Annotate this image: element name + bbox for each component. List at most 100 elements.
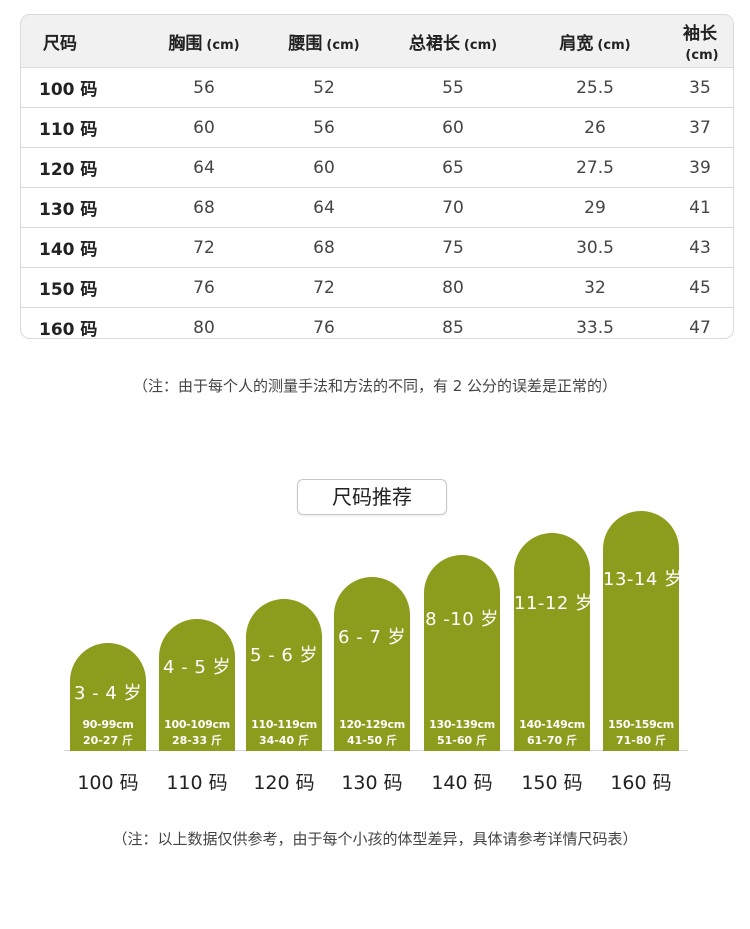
size-bar: 3 - 4 岁 90-99cm 20-27 斤 xyxy=(70,643,146,751)
height-range-label: 120-129cm xyxy=(339,718,405,731)
measurement-cell: 64 xyxy=(265,187,383,228)
age-range-label: 5 - 6 岁 xyxy=(249,645,319,666)
weight-range-label: 61-70 斤 xyxy=(526,734,577,747)
header-unit: (cm) xyxy=(685,47,719,63)
measurement-cell: 52 xyxy=(265,67,383,108)
table-row: 100 码 56 52 55 25.5 35 xyxy=(21,67,733,108)
weight-range-label: 28-33 斤 xyxy=(171,734,222,747)
measurement-cell: 68 xyxy=(265,227,383,268)
measurement-cell: 85 xyxy=(383,307,523,338)
measurement-cell: 60 xyxy=(143,107,265,148)
recommendation-title: 尺码推荐 xyxy=(297,479,447,515)
age-range-label: 11-12 岁 xyxy=(514,593,594,614)
height-range-label: 150-159cm xyxy=(608,718,674,731)
height-range-label: 140-149cm xyxy=(519,718,585,731)
header-unit: (cm) xyxy=(463,37,498,53)
measurement-cell: 25.5 xyxy=(523,67,667,108)
measurement-cell: 55 xyxy=(383,67,523,108)
height-range-label: 110-119cm xyxy=(251,718,317,731)
table-row: 160 码 80 76 85 33.5 47 xyxy=(21,307,733,338)
measurement-cell: 68 xyxy=(143,187,265,228)
size-cell: 140 码 xyxy=(21,227,143,268)
header-size: 尺码 xyxy=(21,15,143,68)
measurement-cell: 39 xyxy=(667,147,733,188)
age-range-label: 3 - 4 岁 xyxy=(73,683,143,704)
size-cell: 130 码 xyxy=(21,187,143,228)
measurement-note: （注：由于每个人的测量手法和方法的不同，有 2 公分的误差是正常的） xyxy=(132,377,618,395)
measurement-cell: 29 xyxy=(523,187,667,228)
size-cell: 150 码 xyxy=(21,267,143,308)
measurement-cell: 60 xyxy=(383,107,523,148)
measurement-cell: 80 xyxy=(143,307,265,338)
table-row: 120 码 64 60 65 27.5 39 xyxy=(21,147,733,188)
measurement-cell: 26 xyxy=(523,107,667,148)
table-row: 110 码 60 56 60 26 37 xyxy=(21,107,733,148)
header-chest: 胸围 (cm) xyxy=(143,15,265,68)
measurement-cell: 41 xyxy=(667,187,733,228)
header-dress-length: 总裙长 (cm) xyxy=(383,15,523,68)
age-range-label: 13-14 岁 xyxy=(603,569,683,590)
height-range-label: 130-139cm xyxy=(429,718,495,731)
size-cell: 110 码 xyxy=(21,107,143,148)
size-label: 140 码 xyxy=(431,772,493,794)
size-bar: 6 - 7 岁 120-129cm 41-50 斤 xyxy=(334,577,410,751)
size-bar: 8 -10 岁 130-139cm 51-60 斤 xyxy=(424,555,500,751)
table-row: 150 码 76 72 80 32 45 xyxy=(21,267,733,308)
header-label: 肩宽 xyxy=(559,33,594,54)
weight-range-label: 71-80 斤 xyxy=(615,734,666,747)
header-unit: (cm) xyxy=(206,37,240,53)
size-bar: 11-12 岁 140-149cm 61-70 斤 xyxy=(514,533,594,751)
header-label: 总裙长 xyxy=(408,33,460,54)
measurement-cell: 37 xyxy=(667,107,733,148)
height-range-label: 100-109cm xyxy=(164,718,230,731)
height-range-label: 90-99cm xyxy=(82,718,134,731)
header-label: 袖长 xyxy=(683,23,717,44)
measurement-cell: 70 xyxy=(383,187,523,228)
weight-range-label: 20-27 斤 xyxy=(82,734,133,747)
size-chart-table: 尺码 胸围 (cm) 腰围 (cm) 总裙长 (cm) 肩宽 (cm) 袖长(cm) 1… xyxy=(20,14,734,339)
size-label: 100 码 xyxy=(77,772,139,794)
measurement-cell: 76 xyxy=(265,307,383,338)
header-unit: (cm) xyxy=(597,37,631,53)
measurement-cell: 72 xyxy=(265,267,383,308)
header-shoulder: 肩宽 (cm) xyxy=(523,15,667,68)
header-label: 尺码 xyxy=(43,33,77,54)
size-label: 130 码 xyxy=(341,772,403,794)
size-label: 110 码 xyxy=(166,772,228,794)
weight-range-label: 34-40 斤 xyxy=(258,734,309,747)
weight-range-label: 51-60 斤 xyxy=(436,734,487,747)
age-range-label: 4 - 5 岁 xyxy=(162,657,232,678)
measurement-cell: 75 xyxy=(383,227,523,268)
size-bar: 13-14 岁 150-159cm 71-80 斤 xyxy=(603,511,683,751)
measurement-cell: 45 xyxy=(667,267,733,308)
size-label: 160 码 xyxy=(610,772,672,794)
table-header-row: 尺码 胸围 (cm) 腰围 (cm) 总裙长 (cm) 肩宽 (cm) 袖长(cm) xyxy=(21,15,733,68)
measurement-cell: 64 xyxy=(143,147,265,188)
measurement-cell: 47 xyxy=(667,307,733,338)
size-cell: 100 码 xyxy=(21,67,143,108)
size-table: 尺码 胸围 (cm) 腰围 (cm) 总裙长 (cm) 肩宽 (cm) 袖长(cm) 1… xyxy=(21,15,733,338)
size-cell: 120 码 xyxy=(21,147,143,188)
table-body: 100 码 56 52 55 25.5 35 110 码 60 56 60 26 37 120 码 64 6… xyxy=(21,67,733,338)
size-bar: 4 - 5 岁 100-109cm 28-33 斤 xyxy=(159,619,235,751)
reference-note: （注：以上数据仅供参考，由于每个小孩的体型差异，具体请参考详情尺码表） xyxy=(112,830,638,848)
header-label: 腰围 xyxy=(288,33,323,54)
size-cell: 160 码 xyxy=(21,307,143,338)
measurement-cell: 35 xyxy=(667,67,733,108)
header-waist: 腰围 (cm) xyxy=(265,15,383,68)
age-range-label: 8 -10 岁 xyxy=(425,609,499,630)
measurement-cell: 60 xyxy=(265,147,383,188)
size-label: 120 码 xyxy=(253,772,315,794)
measurement-cell: 72 xyxy=(143,227,265,268)
weight-range-label: 41-50 斤 xyxy=(346,734,397,747)
measurement-cell: 33.5 xyxy=(523,307,667,338)
header-label: 胸围 xyxy=(168,33,203,54)
measurement-cell: 76 xyxy=(143,267,265,308)
measurement-cell: 32 xyxy=(523,267,667,308)
age-range-label: 6 - 7 岁 xyxy=(337,627,407,648)
header-unit: (cm) xyxy=(326,37,360,53)
size-bar: 5 - 6 岁 110-119cm 34-40 斤 xyxy=(246,599,322,751)
table-row: 130 码 68 64 70 29 41 xyxy=(21,187,733,228)
measurement-cell: 56 xyxy=(143,67,265,108)
measurement-cell: 43 xyxy=(667,227,733,268)
